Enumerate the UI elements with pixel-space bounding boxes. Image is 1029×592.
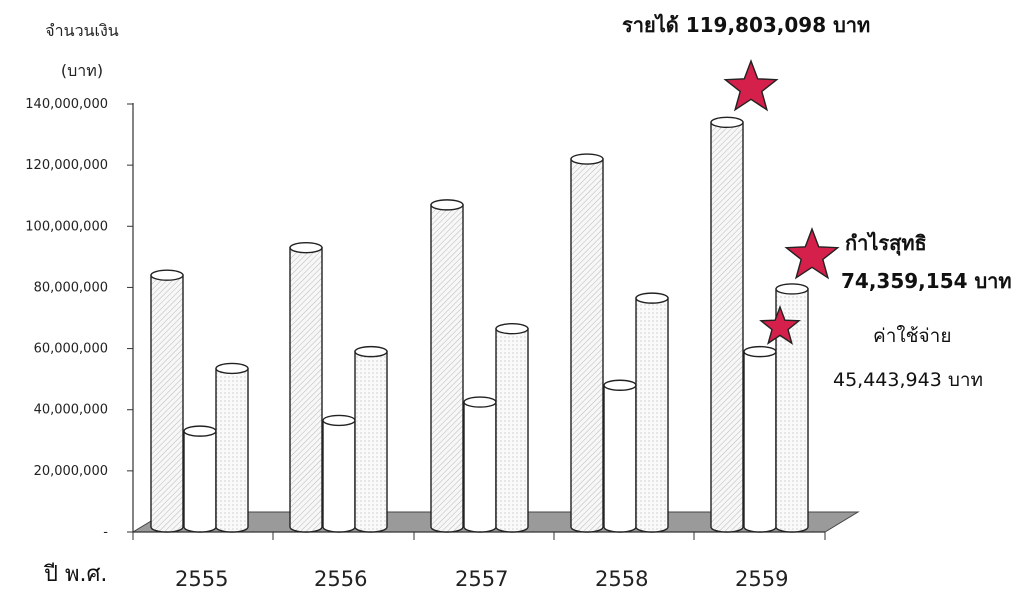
x-tick-label: 2557 <box>455 567 508 591</box>
bar <box>603 379 637 533</box>
bar <box>183 425 217 533</box>
profit-annotation-value: 74,359,154 บาท <box>841 269 1012 293</box>
expense-star-icon <box>759 304 801 345</box>
expense-annotation-value: 45,443,943 บาท <box>833 369 983 391</box>
revenue-star-icon <box>723 59 779 112</box>
x-tick-label: 2555 <box>175 567 228 591</box>
bar <box>430 199 464 533</box>
bar <box>710 116 744 533</box>
bar <box>463 396 497 533</box>
y-axis-title-line2: (บาท) <box>61 61 103 80</box>
bar <box>150 269 184 533</box>
y-tick-label: 140,000,000 <box>25 97 108 112</box>
x-ticks: 2555 2556 2557 2558 2559 <box>132 532 826 591</box>
y-tick-label: 60,000,000 <box>34 342 108 357</box>
y-axis-title-line1: จำนวนเงิน <box>45 21 119 40</box>
profit-annotation-title: กำไรสุทธิ <box>845 231 927 256</box>
y-tick-label: 20,000,000 <box>34 464 108 479</box>
expense-annotation-title: ค่าใช้จ่าย <box>873 325 952 347</box>
x-axis-title: ปี พ.ศ. <box>43 562 108 587</box>
y-tick-label: - <box>103 525 108 540</box>
x-tick-label: 2559 <box>735 567 788 591</box>
bar <box>354 345 388 533</box>
y-ticks: - 20,000,000 40,000,000 60,000,000 80,000,00… <box>25 97 133 540</box>
bar <box>743 345 777 533</box>
y-tick-label: 100,000,000 <box>25 219 108 234</box>
bar <box>775 283 809 533</box>
y-tick-label: 40,000,000 <box>34 403 108 418</box>
x-tick-label: 2558 <box>595 567 648 591</box>
bars <box>150 116 809 533</box>
bar <box>635 292 669 533</box>
y-tick-label: 120,000,000 <box>25 158 108 173</box>
profit-star-icon <box>784 227 840 280</box>
bar <box>570 153 604 533</box>
star-markers <box>723 59 840 345</box>
revenue-annotation: รายได้ 119,803,098 บาท <box>622 13 870 37</box>
bar <box>215 362 249 533</box>
y-tick-label: 80,000,000 <box>34 280 108 295</box>
bar <box>289 241 323 533</box>
bar <box>322 414 356 533</box>
bar <box>495 323 529 533</box>
x-tick-label: 2556 <box>314 567 367 591</box>
